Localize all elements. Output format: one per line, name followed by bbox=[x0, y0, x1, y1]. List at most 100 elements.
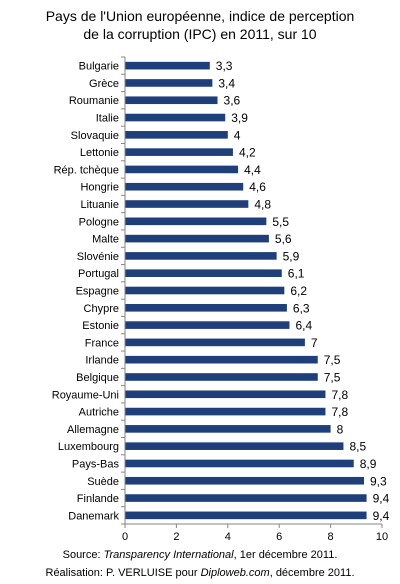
bar-pays-bas bbox=[125, 459, 354, 468]
category-label-slovaquie: Slovaquie bbox=[71, 130, 119, 142]
bar-lituanie bbox=[125, 200, 249, 208]
bar-lettonie bbox=[125, 148, 233, 156]
source-note: Source: Transparency International, 1er … bbox=[0, 548, 400, 562]
bar-autriche bbox=[125, 407, 326, 416]
value-label-royaume-uni: 7,8 bbox=[331, 388, 348, 402]
value-label-france: 7 bbox=[311, 336, 318, 350]
category-label-pays-bas: Pays-Bas bbox=[72, 458, 120, 470]
bar-slovaquie bbox=[125, 131, 228, 139]
labels-layer: Bulgarie 3,3 Grèce 3,4 Roumanie 3,6 Italie 3,9 S… bbox=[52, 59, 390, 543]
credit-suffix: , décembre 2011. bbox=[269, 567, 355, 579]
value-label-lituanie: 4,8 bbox=[254, 198, 271, 212]
category-label-france: France bbox=[85, 337, 119, 349]
bar-roumanie bbox=[125, 96, 218, 105]
category-label-irlande: Irlande bbox=[85, 355, 119, 367]
chart-title-line-2: de la corruption (IPC) en 2011, sur 10 bbox=[83, 26, 317, 42]
bar-rep-tcheque bbox=[125, 165, 239, 174]
axes-layer bbox=[121, 56, 383, 528]
x-tick-label-8: 8 bbox=[328, 531, 334, 543]
value-label-hongrie: 4,6 bbox=[249, 180, 266, 194]
bar-estonie bbox=[125, 321, 290, 329]
credit-note: Réalisation: P. VERLUISE pour Diploweb.c… bbox=[0, 566, 400, 580]
source-prefix: Source: bbox=[62, 549, 104, 561]
value-label-grece: 3,4 bbox=[218, 76, 235, 90]
bar-chypre bbox=[125, 303, 287, 312]
category-label-finlande: Finlande bbox=[77, 493, 119, 505]
bar-hongrie bbox=[125, 182, 244, 191]
bar-slovenie bbox=[125, 252, 277, 260]
value-label-suede: 9,3 bbox=[370, 474, 387, 488]
value-label-roumanie: 3,6 bbox=[224, 94, 241, 108]
x-tick-label-6: 6 bbox=[276, 531, 282, 543]
x-tick-label-10: 10 bbox=[376, 531, 388, 543]
value-label-finlande: 9,4 bbox=[373, 492, 390, 506]
category-label-royaume-uni: Royaume-Uni bbox=[52, 389, 119, 401]
bar-royaume-uni bbox=[125, 390, 326, 399]
category-label-lituanie: Lituanie bbox=[80, 199, 119, 211]
value-label-danemark: 9,4 bbox=[373, 509, 390, 523]
value-label-pologne: 5,5 bbox=[272, 215, 289, 229]
source-name: Transparency International bbox=[103, 549, 234, 561]
x-tick-label-0: 0 bbox=[122, 531, 128, 543]
value-label-bulgarie: 3,3 bbox=[216, 59, 233, 73]
category-label-autriche: Autriche bbox=[79, 407, 119, 419]
value-label-espagne: 6,2 bbox=[290, 284, 307, 298]
value-label-lettonie: 4,2 bbox=[239, 146, 256, 160]
value-label-rep-tcheque: 4,4 bbox=[244, 163, 261, 177]
category-label-rep-tcheque: Rép. tchèque bbox=[54, 164, 119, 176]
category-label-roumanie: Roumanie bbox=[69, 95, 119, 107]
bar-espagne bbox=[125, 286, 285, 295]
value-label-malte: 5,6 bbox=[275, 232, 292, 246]
category-label-bulgarie: Bulgarie bbox=[79, 61, 119, 73]
source-suffix: , 1er décembre 2011. bbox=[233, 549, 338, 561]
bar-grece bbox=[125, 79, 213, 87]
value-label-pays-bas: 8,9 bbox=[360, 457, 377, 471]
value-label-slovaquie: 4 bbox=[234, 128, 241, 142]
bar-danemark bbox=[125, 511, 367, 520]
value-label-autriche: 7,8 bbox=[331, 405, 348, 419]
category-label-allemagne: Allemagne bbox=[67, 424, 119, 436]
value-label-italie: 3,9 bbox=[231, 111, 248, 125]
bar-belgique bbox=[125, 373, 318, 381]
bar-malte bbox=[125, 234, 269, 243]
bar-france bbox=[125, 338, 305, 347]
value-label-belgique: 7,5 bbox=[324, 370, 341, 384]
category-label-espagne: Espagne bbox=[76, 286, 119, 298]
category-label-danemark: Danemark bbox=[68, 510, 119, 522]
bar-suede bbox=[125, 476, 365, 485]
bar-irlande bbox=[125, 355, 318, 364]
value-label-slovenie: 5,9 bbox=[283, 249, 300, 263]
category-label-luxembourg: Luxembourg bbox=[58, 441, 119, 453]
x-tick-label-4: 4 bbox=[225, 531, 231, 543]
category-label-slovenie: Slovénie bbox=[77, 251, 119, 263]
value-label-portugal: 6,1 bbox=[288, 267, 305, 281]
chart-title-line-1: Pays de l'Union européenne, indice de pe… bbox=[45, 8, 355, 24]
category-label-chypre: Chypre bbox=[84, 303, 119, 315]
bar-luxembourg bbox=[125, 442, 344, 450]
category-label-portugal: Portugal bbox=[78, 268, 119, 280]
category-label-lettonie: Lettonie bbox=[80, 147, 119, 159]
value-label-luxembourg: 8,5 bbox=[349, 440, 366, 454]
bar-portugal bbox=[125, 269, 282, 278]
value-label-chypre: 6,3 bbox=[293, 301, 310, 315]
bar-italie bbox=[125, 113, 226, 122]
category-label-estonie: Estonie bbox=[82, 320, 119, 332]
category-label-pologne: Pologne bbox=[79, 216, 119, 228]
bar-allemagne bbox=[125, 425, 331, 433]
credit-prefix: Réalisation: P. VERLUISE pour bbox=[45, 567, 201, 579]
value-label-estonie: 6,4 bbox=[295, 319, 312, 333]
bar-bulgarie bbox=[125, 61, 210, 70]
category-label-italie: Italie bbox=[96, 113, 119, 125]
category-label-belgique: Belgique bbox=[76, 372, 119, 384]
bar-pologne bbox=[125, 217, 267, 226]
credit-site: Diploweb.com bbox=[200, 567, 270, 579]
value-label-allemagne: 8 bbox=[337, 422, 344, 436]
category-label-grece: Grèce bbox=[89, 78, 119, 90]
category-label-malte: Malte bbox=[92, 234, 119, 246]
value-label-irlande: 7,5 bbox=[324, 353, 341, 367]
bar-finlande bbox=[125, 494, 367, 502]
category-label-hongrie: Hongrie bbox=[80, 182, 119, 194]
x-tick-label-2: 2 bbox=[173, 531, 179, 543]
